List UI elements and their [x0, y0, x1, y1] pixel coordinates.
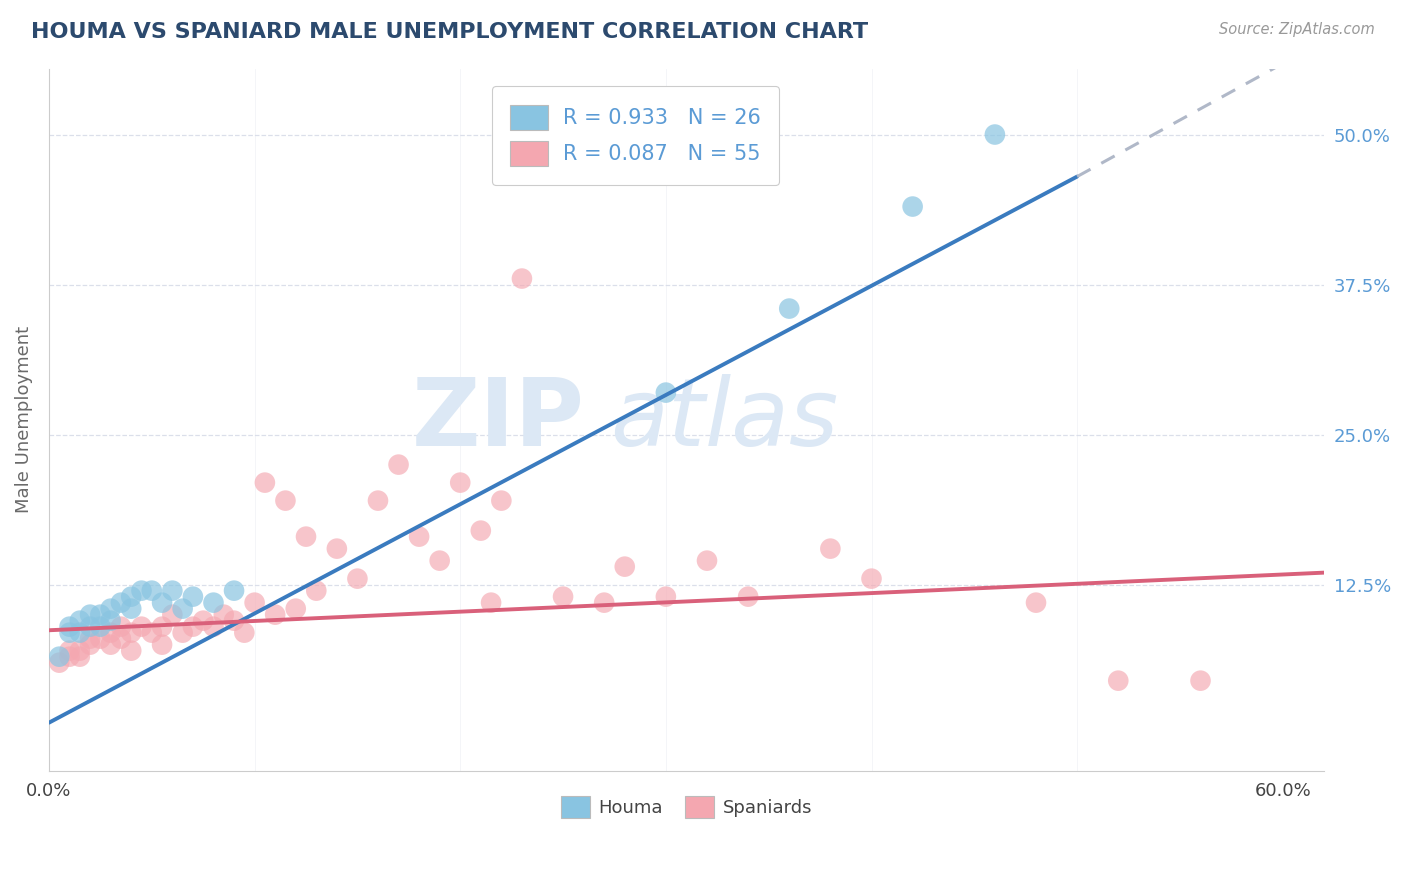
Point	[901, 200, 924, 214]
Point	[89, 632, 111, 646]
Point	[162, 583, 184, 598]
Point	[69, 614, 91, 628]
Point	[100, 614, 122, 628]
Point	[89, 607, 111, 622]
Point	[110, 620, 132, 634]
Point	[120, 643, 142, 657]
Point	[69, 625, 91, 640]
Point	[120, 625, 142, 640]
Point	[449, 475, 471, 490]
Point	[181, 620, 204, 634]
Point	[655, 385, 678, 400]
Point	[202, 596, 225, 610]
Y-axis label: Male Unemployment: Male Unemployment	[15, 326, 32, 513]
Point	[48, 656, 70, 670]
Point	[984, 128, 1007, 142]
Point	[1107, 673, 1129, 688]
Point	[233, 625, 256, 640]
Point	[222, 583, 245, 598]
Point	[141, 583, 163, 598]
Point	[253, 475, 276, 490]
Point	[860, 572, 883, 586]
Point	[79, 620, 101, 634]
Point	[1025, 596, 1047, 610]
Point	[150, 620, 173, 634]
Point	[491, 493, 513, 508]
Point	[284, 601, 307, 615]
Point	[778, 301, 800, 316]
Point	[295, 530, 318, 544]
Point	[510, 271, 533, 285]
Point	[696, 554, 718, 568]
Point	[305, 583, 328, 598]
Point	[79, 638, 101, 652]
Point	[172, 625, 194, 640]
Point	[264, 607, 287, 622]
Point	[58, 620, 80, 634]
Point	[89, 620, 111, 634]
Point	[367, 493, 389, 508]
Point	[79, 607, 101, 622]
Point	[346, 572, 368, 586]
Point	[326, 541, 349, 556]
Point	[58, 625, 80, 640]
Point	[48, 649, 70, 664]
Point	[479, 596, 502, 610]
Point	[150, 596, 173, 610]
Point	[100, 638, 122, 652]
Point	[1189, 673, 1212, 688]
Point	[593, 596, 616, 610]
Point	[69, 643, 91, 657]
Point	[172, 601, 194, 615]
Point	[110, 596, 132, 610]
Point	[820, 541, 842, 556]
Point	[655, 590, 678, 604]
Point	[100, 601, 122, 615]
Point	[58, 643, 80, 657]
Point	[212, 607, 235, 622]
Point	[243, 596, 266, 610]
Legend: Houma, Spaniards: Houma, Spaniards	[554, 789, 820, 825]
Point	[274, 493, 297, 508]
Point	[131, 620, 153, 634]
Point	[181, 590, 204, 604]
Point	[613, 559, 636, 574]
Point	[58, 649, 80, 664]
Point	[150, 638, 173, 652]
Point	[737, 590, 759, 604]
Point	[131, 583, 153, 598]
Text: HOUMA VS SPANIARD MALE UNEMPLOYMENT CORRELATION CHART: HOUMA VS SPANIARD MALE UNEMPLOYMENT CORR…	[31, 22, 868, 42]
Point	[387, 458, 409, 472]
Point	[429, 554, 451, 568]
Point	[110, 632, 132, 646]
Point	[79, 632, 101, 646]
Text: Source: ZipAtlas.com: Source: ZipAtlas.com	[1219, 22, 1375, 37]
Point	[162, 607, 184, 622]
Point	[100, 625, 122, 640]
Point	[202, 620, 225, 634]
Point	[141, 625, 163, 640]
Point	[470, 524, 492, 538]
Point	[120, 601, 142, 615]
Text: atlas: atlas	[610, 374, 838, 465]
Point	[193, 614, 215, 628]
Point	[69, 649, 91, 664]
Point	[120, 590, 142, 604]
Point	[408, 530, 430, 544]
Point	[222, 614, 245, 628]
Text: ZIP: ZIP	[412, 374, 585, 466]
Point	[551, 590, 574, 604]
